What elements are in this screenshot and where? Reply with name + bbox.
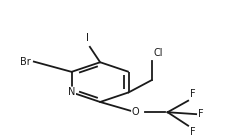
- Text: Br: Br: [19, 57, 30, 67]
- Text: Cl: Cl: [153, 48, 163, 58]
- Text: F: F: [190, 89, 195, 99]
- Text: F: F: [198, 109, 203, 119]
- Text: N: N: [68, 87, 75, 97]
- Text: I: I: [86, 33, 89, 43]
- Text: O: O: [131, 107, 139, 117]
- Text: F: F: [190, 127, 195, 137]
